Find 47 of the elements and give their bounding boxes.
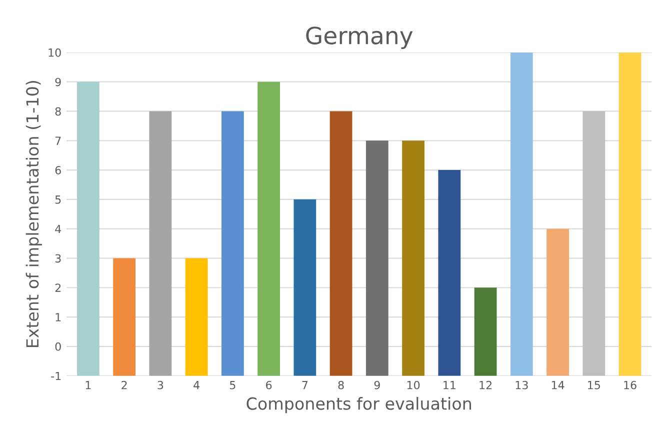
bar	[474, 288, 497, 376]
y-tick-label: 1	[56, 313, 61, 322]
bar	[258, 82, 280, 376]
x-axis-title: Components for evaluation	[246, 396, 471, 414]
x-tick-label: 11	[444, 381, 456, 390]
x-tick-label: 4	[194, 381, 200, 390]
bar	[113, 258, 136, 376]
bar	[76, 82, 100, 376]
x-tick-label: 14	[552, 381, 564, 390]
x-tick-label: 9	[374, 380, 380, 390]
y-tick-label: 7	[55, 136, 61, 145]
x-tick-label: 5	[230, 381, 236, 390]
x-tick-label: 16	[624, 380, 636, 390]
x-tick-label: 6	[266, 380, 272, 390]
bar	[618, 52, 642, 376]
chart-title: Germany	[306, 26, 413, 50]
y-axis-title: Extent of implementation (1-10)	[26, 81, 42, 348]
y-tick-label: 3	[55, 254, 61, 263]
x-tick-label: 12	[480, 380, 492, 390]
bar	[510, 52, 533, 376]
bar	[221, 111, 244, 376]
bar	[438, 170, 461, 376]
y-tick-label: 8	[55, 107, 61, 116]
x-tick-label: 13	[516, 380, 528, 390]
x-tick-label: 7	[302, 381, 308, 390]
y-tick-label: 4	[55, 224, 62, 234]
bar	[402, 140, 424, 376]
x-tick-label: 8	[338, 380, 344, 390]
bar	[185, 258, 208, 376]
y-tick-label: 5	[55, 196, 61, 204]
bar	[582, 111, 606, 376]
bar	[366, 140, 388, 376]
bar	[294, 199, 316, 376]
bar	[149, 111, 172, 376]
bar	[546, 228, 569, 376]
y-tick-label: 2	[55, 284, 61, 292]
x-tick-label: 10	[407, 380, 420, 390]
x-tick-label: 2	[122, 380, 127, 390]
x-tick-label: 15	[588, 381, 600, 390]
y-tick-label: 0	[55, 342, 61, 351]
y-tick-label: -1	[51, 372, 61, 380]
x-tick-label: 1	[86, 381, 91, 390]
x-tick-label: 3	[158, 380, 164, 390]
y-tick-label: 6	[55, 166, 61, 174]
bar	[330, 111, 352, 376]
y-tick-label: 10	[48, 48, 61, 57]
y-tick-label: 9	[55, 78, 61, 86]
